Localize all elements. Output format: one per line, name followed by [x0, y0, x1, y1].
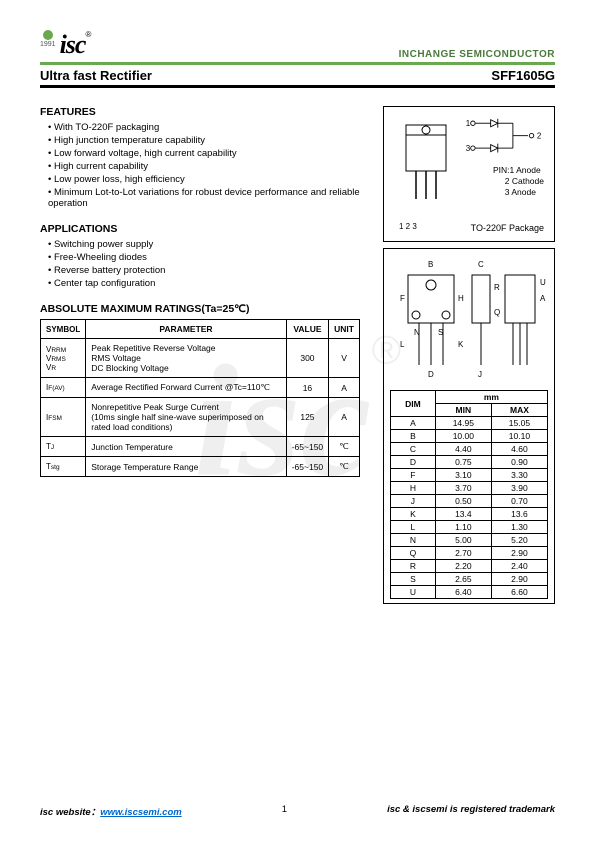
logo-year: 1991	[40, 41, 56, 48]
dim-row: H3.703.90	[391, 482, 548, 495]
header: 1991 isc ® INCHANGE SEMICONDUCTOR	[40, 30, 555, 60]
feature-item: With TO-220F packaging	[48, 122, 371, 133]
logo-dot-icon	[43, 30, 53, 40]
feature-item: High junction temperature capability	[48, 135, 371, 146]
schematic-pin1: 1	[466, 119, 471, 128]
footer: isc website：www.iscsemi.com 1 isc & iscs…	[40, 804, 555, 818]
website-link[interactable]: www.iscsemi.com	[100, 807, 182, 818]
feature-item: High current capability	[48, 161, 371, 172]
schematic-pin2: 2	[537, 131, 542, 140]
schematic-drawing: 1 3 2	[464, 117, 544, 161]
dim-row: U6.406.60	[391, 586, 548, 599]
pin-list-item: 1 Anode	[509, 165, 540, 175]
svg-text:K: K	[458, 340, 464, 349]
black-divider	[40, 85, 555, 88]
ratings-heading: ABSOLUTE MAXIMUM RATINGS(Ta=25℃)	[40, 303, 371, 315]
dim-row: Q2.702.90	[391, 547, 548, 560]
svg-text:Q: Q	[494, 308, 500, 317]
features-list: With TO-220F packaging High junction tem…	[40, 122, 371, 209]
features-section: FEATURES With TO-220F packaging High jun…	[40, 106, 371, 209]
dim-unit-label: mm	[435, 391, 547, 404]
dim-row: L1.101.30	[391, 521, 548, 534]
app-item: Center tap configuration	[48, 278, 371, 289]
svg-text:U: U	[540, 278, 546, 287]
dim-row: B10.0010.10	[391, 430, 548, 443]
svg-text:H: H	[458, 294, 464, 303]
dim-row: J0.500.70	[391, 495, 548, 508]
app-item: Reverse battery protection	[48, 265, 371, 276]
package-name-label: TO-220F Package	[471, 223, 544, 233]
dim-row: A14.9515.05	[391, 417, 548, 430]
pin-list: PIN:1 Anode 2 Cathode 3 Anode	[493, 165, 544, 198]
ratings-row: IF(AV)Average Rectified Forward Current …	[41, 378, 360, 398]
svg-text:F: F	[400, 294, 405, 303]
svg-text:A: A	[540, 294, 546, 303]
dimensions-table: DIMmm MINMAX A14.9515.05B10.0010.10C4.40…	[390, 390, 548, 599]
dim-row: F3.103.30	[391, 469, 548, 482]
logo-registered: ®	[85, 30, 91, 39]
svg-text:S: S	[438, 328, 443, 337]
pin-list-title: PIN:	[493, 165, 510, 175]
pin-list-item: 3 Anode	[505, 187, 536, 197]
green-divider	[40, 62, 555, 65]
ratings-col-symbol: SYMBOL	[41, 320, 86, 339]
dim-row: D0.750.90	[391, 456, 548, 469]
package-diagram-box: 1 2 3 1 3 2 PIN:1 Anode	[383, 106, 555, 242]
applications-list: Switching power supply Free-Wheeling dio…	[40, 239, 371, 289]
dim-row: K13.413.6	[391, 508, 548, 521]
applications-heading: APPLICATIONS	[40, 223, 371, 235]
part-number: SFF1605G	[491, 68, 555, 83]
app-item: Free-Wheeling diodes	[48, 252, 371, 263]
svg-text:J: J	[478, 370, 482, 379]
svg-text:R: R	[494, 283, 500, 292]
footer-trademark: isc & iscsemi is registered trademark	[387, 804, 555, 818]
svg-text:L: L	[400, 340, 405, 349]
component-drawing	[394, 117, 464, 207]
ratings-row: TstgStorage Temperature Range-65~150℃	[41, 457, 360, 477]
features-heading: FEATURES	[40, 106, 371, 118]
ratings-row: VRRMVRMSVRPeak Repetitive Reverse Voltag…	[41, 339, 360, 378]
page-number: 1	[282, 804, 287, 818]
package-pins-label: 1 2 3	[399, 222, 417, 231]
ratings-table: SYMBOL PARAMETER VALUE UNIT VRRMVRMSVRPe…	[40, 319, 360, 477]
logo: 1991 isc ®	[40, 30, 91, 60]
schematic-pin3: 3	[466, 144, 471, 153]
app-item: Switching power supply	[48, 239, 371, 250]
dim-row: N5.005.20	[391, 534, 548, 547]
dim-col-min: MIN	[435, 404, 491, 417]
title-row: Ultra fast Rectifier SFF1605G	[40, 68, 555, 83]
ratings-col-unit: UNIT	[329, 320, 360, 339]
footer-website: isc website：www.iscsemi.com	[40, 804, 182, 818]
feature-item: Low power loss, high efficiency	[48, 174, 371, 185]
dimensions-drawing: B C F L H K R Q A U D J N S	[390, 255, 550, 383]
dim-row: R2.202.40	[391, 560, 548, 573]
feature-item: Minimum Lot-to-Lot variations for robust…	[48, 187, 371, 209]
dim-row: S2.652.90	[391, 573, 548, 586]
dim-col-dim: DIM	[391, 391, 436, 417]
ratings-row: TJJunction Temperature-65~150℃	[41, 437, 360, 457]
ratings-row: IFSMNonrepetitive Peak Surge Current (10…	[41, 398, 360, 437]
applications-section: APPLICATIONS Switching power supply Free…	[40, 223, 371, 289]
feature-item: Low forward voltage, high current capabi…	[48, 148, 371, 159]
dim-row: C4.404.60	[391, 443, 548, 456]
product-type: Ultra fast Rectifier	[40, 68, 152, 83]
svg-text:D: D	[428, 370, 434, 379]
dimensions-box: B C F L H K R Q A U D J N S DIMmm MINMAX	[383, 248, 555, 604]
svg-text:N: N	[414, 328, 420, 337]
dim-col-max: MAX	[491, 404, 547, 417]
logo-text: isc	[60, 30, 86, 60]
svg-text:C: C	[478, 260, 484, 269]
svg-text:B: B	[428, 260, 433, 269]
company-name: INCHANGE SEMICONDUCTOR	[399, 49, 555, 60]
ratings-col-parameter: PARAMETER	[86, 320, 286, 339]
pin-list-item: 2 Cathode	[505, 176, 544, 186]
ratings-col-value: VALUE	[286, 320, 328, 339]
